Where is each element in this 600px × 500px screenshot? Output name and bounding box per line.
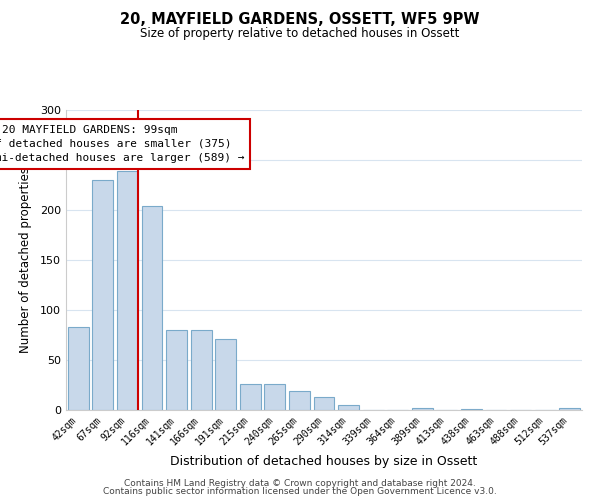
Text: Contains public sector information licensed under the Open Government Licence v3: Contains public sector information licen… bbox=[103, 488, 497, 496]
Bar bbox=[314, 397, 334, 410]
Bar bbox=[240, 384, 261, 410]
Bar bbox=[68, 327, 89, 410]
Bar bbox=[92, 180, 113, 410]
Bar bbox=[191, 330, 212, 410]
Text: Contains HM Land Registry data © Crown copyright and database right 2024.: Contains HM Land Registry data © Crown c… bbox=[124, 478, 476, 488]
Bar bbox=[412, 408, 433, 410]
Bar bbox=[117, 171, 138, 410]
Bar bbox=[166, 330, 187, 410]
Text: Size of property relative to detached houses in Ossett: Size of property relative to detached ho… bbox=[140, 28, 460, 40]
Bar bbox=[338, 405, 359, 410]
Bar bbox=[265, 384, 286, 410]
Bar bbox=[559, 408, 580, 410]
X-axis label: Distribution of detached houses by size in Ossett: Distribution of detached houses by size … bbox=[170, 455, 478, 468]
Bar bbox=[289, 391, 310, 410]
Bar bbox=[215, 339, 236, 410]
Bar bbox=[142, 206, 163, 410]
Text: 20 MAYFIELD GARDENS: 99sqm
← 39% of detached houses are smaller (375)
61% of sem: 20 MAYFIELD GARDENS: 99sqm ← 39% of deta… bbox=[0, 125, 245, 163]
Y-axis label: Number of detached properties: Number of detached properties bbox=[19, 167, 32, 353]
Text: 20, MAYFIELD GARDENS, OSSETT, WF5 9PW: 20, MAYFIELD GARDENS, OSSETT, WF5 9PW bbox=[120, 12, 480, 28]
Bar bbox=[461, 409, 482, 410]
